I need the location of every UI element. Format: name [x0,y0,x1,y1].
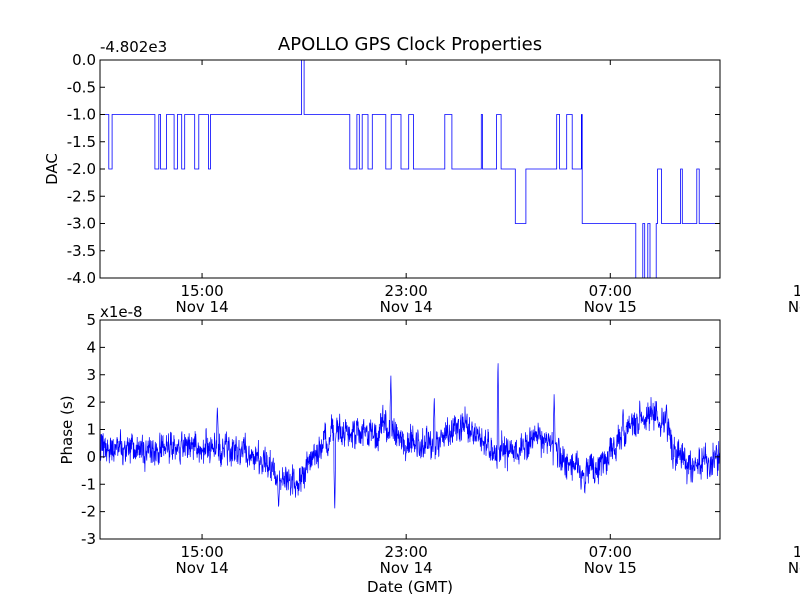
dac-ytick-label: -2.0 [67,160,96,178]
dac-ytick-label: -3.0 [67,215,96,233]
dac-ytick-label: -1.5 [67,133,96,151]
phase-xtick-date: Nov 14 [175,559,228,577]
dac-panel: -4.802e3 DAC 0.0 -0.5 -1.0 -1.5 -2.0 -2.5 -3.0… [43,38,800,316]
phase-ytick-label: 4 [86,338,96,356]
phase-xtick-time: 15:00 [180,543,223,561]
dac-ytick-label: -3.5 [67,242,96,260]
dac-xtick-time: 15:00 [793,282,800,300]
dac-y-axis-label: DAC [43,153,61,185]
dac-ytick-label: -0.5 [67,78,96,96]
dac-xtick-date: Nov 14 [175,298,228,316]
phase-ytick-label: -1 [81,475,96,493]
dac-ytick-label: 0.0 [72,51,96,69]
phase-ytick-label: 0 [86,448,96,466]
phase-series [99,363,721,509]
phase-xtick-date: Nov 15 [584,559,637,577]
dac-plot-frame [99,59,721,279]
figure-title: APOLLO GPS Clock Properties [278,34,542,55]
dac-offset-label: -4.802e3 [100,38,167,56]
phase-series-line [99,363,721,509]
dac-xtick-time: 23:00 [385,282,428,300]
dac-xtick-date: Nov 15 [788,298,800,316]
phase-ytick-label: 3 [86,366,96,384]
phase-xtick-date: Nov 14 [380,559,433,577]
phase-ytick-label: 1 [86,421,96,439]
phase-xtick-time: 15:00 [793,543,800,561]
phase-ytick-label: 5 [86,311,96,329]
dac-xtick-date: Nov 15 [584,298,637,316]
phase-ytick-label: -3 [81,530,96,548]
phase-x-axis-label: Date (GMT) [367,578,453,596]
phase-panel: x1e-8 Phase (s) Date (GMT) 5 4 3 2 1 0 -1 -2 -3 1… [58,303,800,596]
phase-ytick-label: 2 [86,393,96,411]
phase-plot-area [100,320,720,539]
phase-plot-frame [99,319,721,540]
dac-axes: 0.0 -0.5 -1.0 -1.5 -2.0 -2.5 -3.0 -3.5 -4.0 15:00… [67,51,800,316]
dac-plot-area [100,60,720,278]
phase-y-axis-label: Phase (s) [58,395,76,464]
dac-xtick-time: 07:00 [589,282,632,300]
phase-offset-label: x1e-8 [100,303,143,321]
phase-xtick-date: Nov 15 [788,559,800,577]
dac-ytick-label: -1.0 [67,106,96,124]
dac-xtick-time: 15:00 [180,282,223,300]
dac-ytick-label: -4.0 [67,269,96,287]
dac-ytick-label: -2.5 [67,187,96,205]
dac-xtick-date: Nov 14 [380,298,433,316]
phase-xtick-time: 23:00 [385,543,428,561]
phase-ytick-label: -2 [81,503,96,521]
phase-xtick-time: 07:00 [589,543,632,561]
